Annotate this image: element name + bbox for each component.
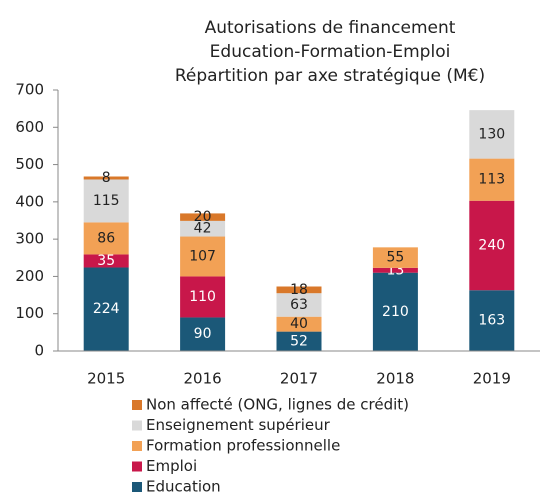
data-label: 110 <box>189 289 216 305</box>
y-tick-label: 600 <box>15 118 44 136</box>
bar-segment <box>83 222 129 255</box>
bar-segment <box>180 317 226 351</box>
bar-segment <box>180 213 226 221</box>
x-tick-label: 2015 <box>87 370 125 388</box>
bar-segment <box>372 267 418 273</box>
legend-label: Emploi <box>146 457 197 475</box>
data-label: 130 <box>478 126 505 142</box>
bar-segment <box>372 272 418 351</box>
legend-swatch <box>132 461 142 472</box>
data-label: 113 <box>478 172 505 188</box>
data-label: 55 <box>386 250 404 266</box>
bar-segment <box>469 158 515 201</box>
bar-segment <box>83 254 129 268</box>
bar-segment <box>276 331 322 351</box>
data-label: 107 <box>189 248 216 264</box>
chart-title: Autorisations de financement <box>205 18 456 38</box>
data-label: 8 <box>102 170 111 186</box>
legend-label: Education <box>146 478 221 496</box>
data-label: 35 <box>97 253 115 269</box>
bar-segment <box>469 110 515 159</box>
bar-segment <box>276 293 322 317</box>
legend-swatch <box>132 400 142 410</box>
bar-segment <box>180 276 226 318</box>
x-tick-label: 2016 <box>184 370 222 388</box>
x-tick-label: 2018 <box>376 370 414 388</box>
bar-segment <box>83 179 129 223</box>
data-label: 40 <box>290 316 308 332</box>
bar-segment <box>276 316 322 332</box>
legend-label: Enseignement supérieur <box>146 416 331 434</box>
data-label: 42 <box>194 221 212 237</box>
bar-segment <box>180 220 226 237</box>
y-tick-label: 100 <box>15 304 44 322</box>
data-label: 115 <box>93 193 120 209</box>
legend-swatch <box>132 441 142 451</box>
data-label: 240 <box>478 237 505 253</box>
y-tick-label: 300 <box>15 230 44 248</box>
bar-segment <box>469 290 515 351</box>
data-label: 90 <box>194 326 212 342</box>
legend-label: Non affecté (ONG, lignes de crédit) <box>146 396 409 414</box>
bar-segment <box>83 267 129 351</box>
y-tick-label: 400 <box>15 192 44 210</box>
y-tick-label: 500 <box>15 155 44 173</box>
chart-title: Education-Formation-Emploi <box>210 42 451 62</box>
x-tick-label: 2019 <box>473 370 511 388</box>
bar-segment <box>180 236 226 277</box>
chart-title: Répartition par axe stratégique (M€) <box>175 66 485 86</box>
data-label: 210 <box>382 304 409 320</box>
data-label: 224 <box>93 301 120 317</box>
x-tick-label: 2017 <box>280 370 318 388</box>
data-label: 63 <box>290 297 308 313</box>
data-label: 20 <box>194 209 212 225</box>
y-tick-label: 200 <box>15 267 44 285</box>
bar-segment <box>276 286 322 294</box>
data-label: 18 <box>290 282 308 298</box>
bar-segment <box>83 176 129 180</box>
legend-swatch <box>132 420 142 431</box>
y-tick-label: 0 <box>34 342 44 360</box>
data-label: 163 <box>478 313 505 329</box>
legend-swatch <box>132 482 142 492</box>
bar-segment <box>469 200 515 291</box>
y-tick-label: 700 <box>15 81 44 99</box>
data-label: 52 <box>290 333 308 349</box>
data-label: 86 <box>97 230 115 246</box>
legend-label: Formation professionnelle <box>146 437 340 455</box>
bar-segment <box>372 247 418 268</box>
